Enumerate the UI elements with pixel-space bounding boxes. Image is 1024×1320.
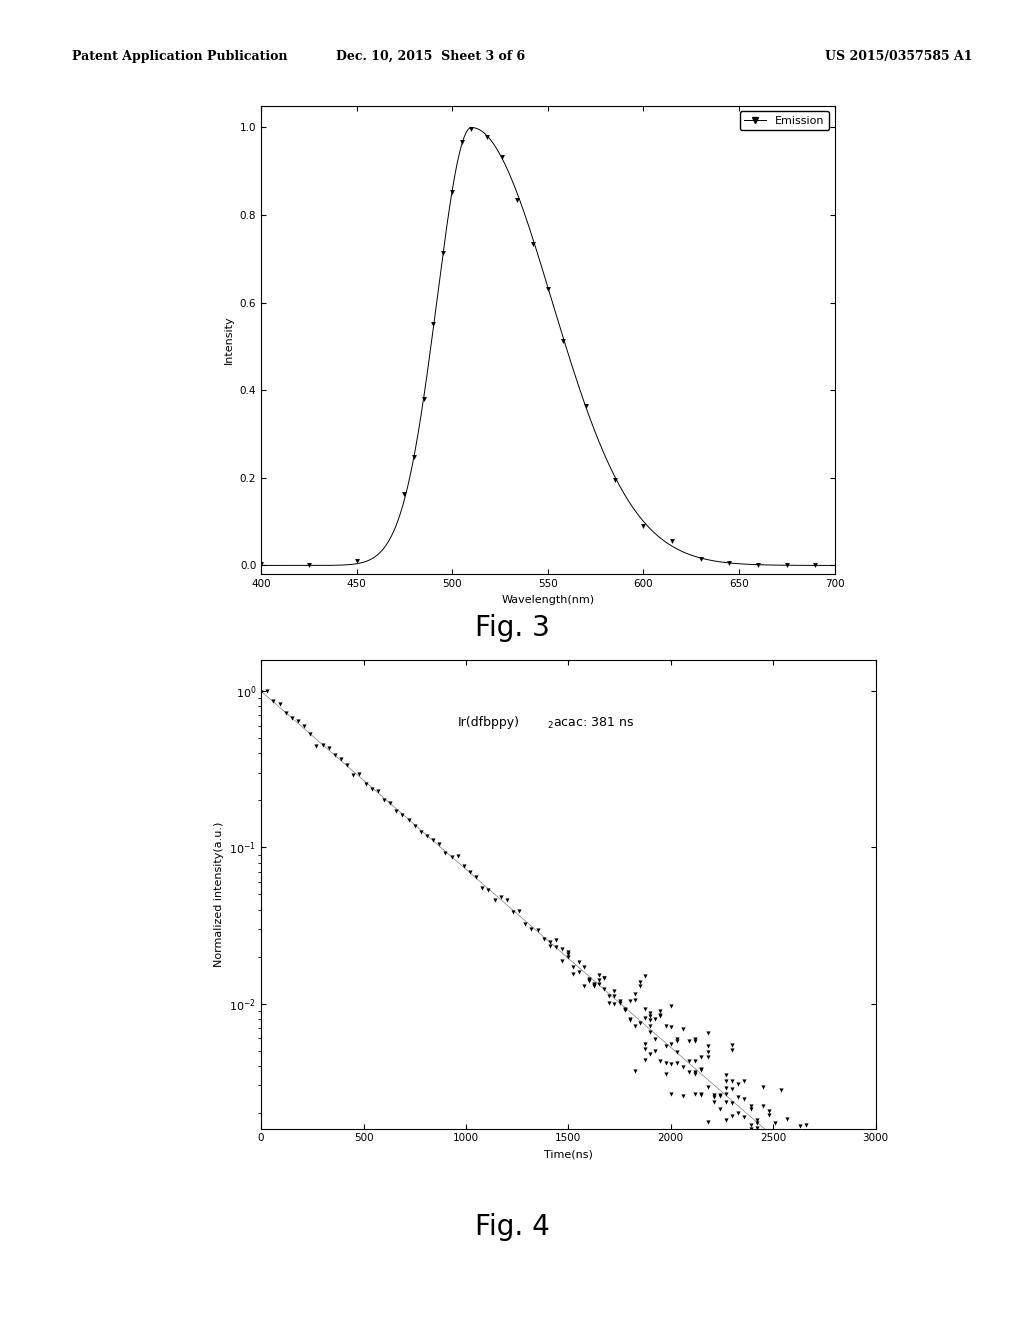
Text: Fig. 3: Fig. 3	[474, 614, 550, 642]
Y-axis label: Intensity: Intensity	[224, 315, 234, 364]
Text: Dec. 10, 2015  Sheet 3 of 6: Dec. 10, 2015 Sheet 3 of 6	[336, 50, 524, 63]
Text: US 2015/0357585 A1: US 2015/0357585 A1	[825, 50, 973, 63]
X-axis label: Time(ns): Time(ns)	[544, 1148, 593, 1159]
Text: Patent Application Publication: Patent Application Publication	[72, 50, 287, 63]
X-axis label: Wavelength(nm): Wavelength(nm)	[502, 594, 594, 605]
Legend: Emission: Emission	[739, 111, 829, 131]
Text: Ir(dfbppy): Ir(dfbppy)	[458, 717, 520, 729]
Text: Fig. 4: Fig. 4	[475, 1213, 549, 1241]
Y-axis label: Normalized intensity(a.u.): Normalized intensity(a.u.)	[214, 821, 223, 968]
Text: $_2$acac: 381 ns: $_2$acac: 381 ns	[548, 717, 635, 731]
